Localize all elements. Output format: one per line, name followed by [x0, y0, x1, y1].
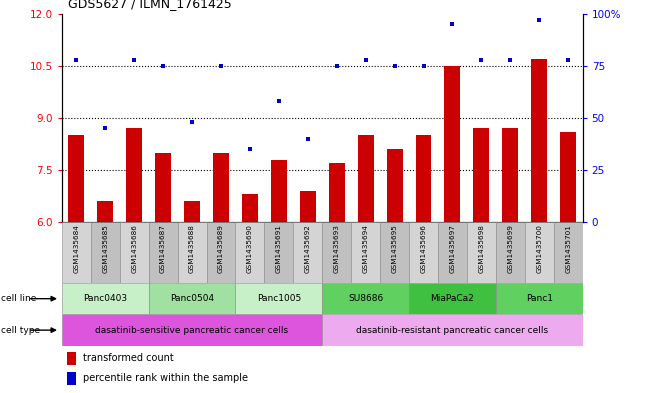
- Text: GSM1435700: GSM1435700: [536, 224, 542, 273]
- Text: Panc0403: Panc0403: [83, 294, 128, 303]
- Text: transformed count: transformed count: [83, 353, 173, 364]
- Text: Panc1005: Panc1005: [256, 294, 301, 303]
- Point: [158, 62, 169, 69]
- Bar: [357, 135, 374, 222]
- Bar: [351, 222, 380, 283]
- Bar: [90, 222, 120, 283]
- Text: SU8686: SU8686: [348, 294, 383, 303]
- Text: GSM1435699: GSM1435699: [507, 224, 513, 273]
- Bar: [473, 129, 490, 222]
- Bar: [554, 222, 583, 283]
- Point: [447, 21, 458, 27]
- Bar: [68, 135, 84, 222]
- Point: [389, 62, 400, 69]
- Point: [71, 57, 81, 63]
- Bar: [322, 222, 351, 283]
- Text: Panc1: Panc1: [526, 294, 553, 303]
- Bar: [126, 129, 142, 222]
- Text: GSM1435701: GSM1435701: [565, 224, 571, 273]
- Text: GSM1435692: GSM1435692: [305, 224, 311, 273]
- Point: [245, 146, 255, 152]
- Bar: [409, 283, 496, 314]
- Text: GSM1435693: GSM1435693: [334, 224, 340, 273]
- Text: cell line: cell line: [1, 294, 36, 303]
- Text: MiaPaCa2: MiaPaCa2: [430, 294, 475, 303]
- Text: GSM1435684: GSM1435684: [74, 224, 79, 273]
- Text: GSM1435698: GSM1435698: [478, 224, 484, 273]
- Text: GSM1435696: GSM1435696: [421, 224, 426, 273]
- Bar: [380, 222, 409, 283]
- Bar: [148, 283, 236, 314]
- Point: [215, 62, 226, 69]
- Point: [505, 57, 516, 63]
- Bar: [236, 222, 264, 283]
- Bar: [438, 222, 467, 283]
- Text: GSM1435688: GSM1435688: [189, 224, 195, 273]
- Text: GSM1435694: GSM1435694: [363, 224, 368, 273]
- Point: [129, 57, 139, 63]
- Text: GSM1435691: GSM1435691: [276, 224, 282, 273]
- Bar: [561, 132, 576, 222]
- Bar: [264, 222, 294, 283]
- Bar: [206, 222, 236, 283]
- Text: GSM1435686: GSM1435686: [132, 224, 137, 273]
- Bar: [242, 194, 258, 222]
- Bar: [496, 222, 525, 283]
- Point: [534, 17, 544, 23]
- Bar: [62, 222, 90, 283]
- Bar: [120, 222, 148, 283]
- Bar: [148, 222, 178, 283]
- Bar: [62, 314, 322, 346]
- Point: [419, 62, 429, 69]
- Bar: [503, 129, 518, 222]
- Point: [303, 136, 313, 142]
- Bar: [329, 163, 344, 222]
- Text: GSM1435685: GSM1435685: [102, 224, 108, 273]
- Point: [100, 125, 111, 131]
- Text: GSM1435690: GSM1435690: [247, 224, 253, 273]
- Point: [361, 57, 371, 63]
- Text: dasatinib-resistant pancreatic cancer cells: dasatinib-resistant pancreatic cancer ce…: [356, 326, 549, 334]
- Bar: [184, 201, 200, 222]
- Point: [331, 62, 342, 69]
- Bar: [322, 314, 583, 346]
- Bar: [62, 283, 148, 314]
- Bar: [155, 152, 171, 222]
- Bar: [300, 191, 316, 222]
- Bar: [387, 149, 402, 222]
- Text: Panc0504: Panc0504: [170, 294, 214, 303]
- Bar: [67, 372, 76, 385]
- Bar: [525, 222, 554, 283]
- Bar: [467, 222, 496, 283]
- Bar: [67, 352, 76, 365]
- Bar: [97, 201, 113, 222]
- Text: GSM1435697: GSM1435697: [449, 224, 456, 273]
- Text: GSM1435695: GSM1435695: [392, 224, 398, 273]
- Bar: [415, 135, 432, 222]
- Text: GSM1435687: GSM1435687: [160, 224, 166, 273]
- Bar: [178, 222, 206, 283]
- Text: percentile rank within the sample: percentile rank within the sample: [83, 373, 247, 384]
- Bar: [294, 222, 322, 283]
- Point: [563, 57, 574, 63]
- Bar: [496, 283, 583, 314]
- Bar: [271, 160, 287, 222]
- Bar: [409, 222, 438, 283]
- Text: GSM1435689: GSM1435689: [218, 224, 224, 273]
- Text: dasatinib-sensitive pancreatic cancer cells: dasatinib-sensitive pancreatic cancer ce…: [96, 326, 288, 334]
- Point: [476, 57, 486, 63]
- Point: [273, 98, 284, 105]
- Text: cell type: cell type: [1, 326, 40, 334]
- Bar: [322, 283, 409, 314]
- Point: [187, 119, 197, 125]
- Bar: [236, 283, 322, 314]
- Text: GDS5627 / ILMN_1761425: GDS5627 / ILMN_1761425: [68, 0, 232, 10]
- Bar: [445, 66, 460, 222]
- Bar: [531, 59, 547, 222]
- Bar: [213, 152, 229, 222]
